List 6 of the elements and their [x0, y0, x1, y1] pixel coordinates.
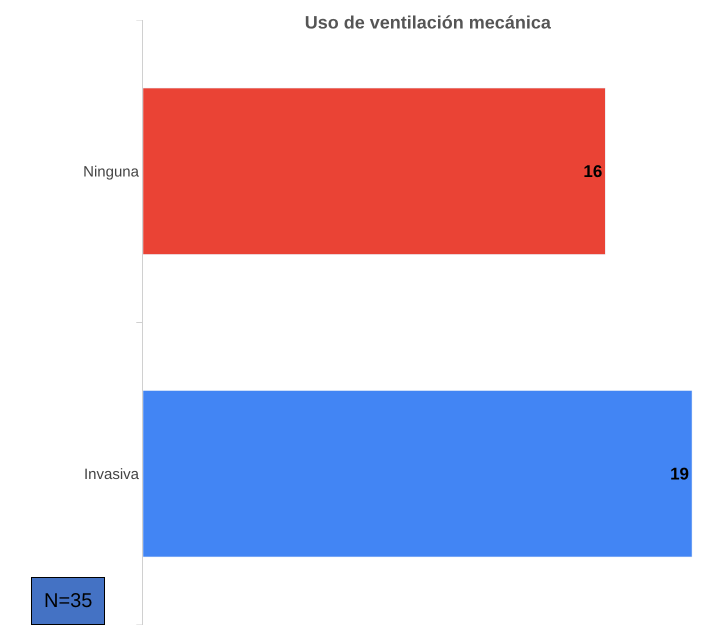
- text: N=35: [44, 590, 92, 612]
- y-tick-label: Ninguna: [83, 164, 140, 180]
- data-label: 19: [670, 464, 690, 484]
- chart-title: Uso de ventilación mecánica: [304, 12, 552, 32]
- y-tick-label: Invasiva: [84, 466, 140, 483]
- data-label: 16: [583, 162, 602, 181]
